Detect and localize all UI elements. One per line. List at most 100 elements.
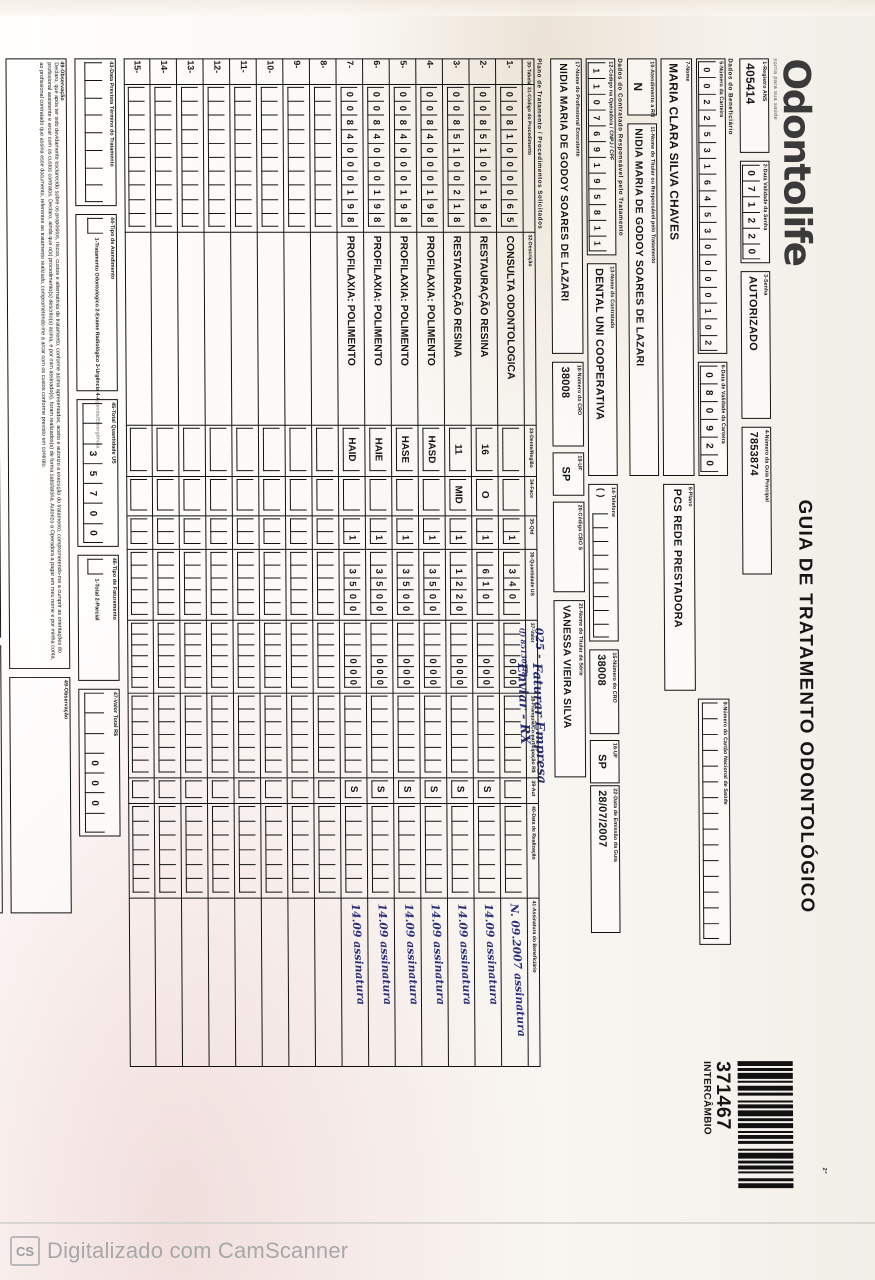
- comb-cell: [701, 718, 718, 735]
- comb-cell: [260, 86, 278, 101]
- comb-cell: [261, 184, 279, 199]
- comb-cell: 0: [699, 238, 717, 255]
- comb-cell: 2: [449, 589, 467, 603]
- table-row-auth: [504, 780, 522, 799]
- comb-cell: [702, 828, 719, 845]
- comb-cell: 0: [340, 156, 358, 171]
- camscanner-watermark: CS Digitalizado com CamScanner: [10, 1236, 348, 1266]
- comb-cell: [702, 749, 719, 766]
- table-header-qtd: 35-Qtd: [525, 515, 538, 549]
- comb-cell: 8: [367, 212, 385, 227]
- comb-cell: [593, 623, 609, 638]
- comb-cell: HAIE: [369, 427, 387, 472]
- comb-cell: [157, 622, 175, 634]
- comb-cell: [397, 695, 415, 709]
- table-row-code-comb: [313, 86, 332, 227]
- comb-cell: [84, 79, 103, 98]
- comb-cell: [154, 170, 172, 185]
- comb-cell: [316, 531, 334, 544]
- comb-cell: [318, 805, 336, 821]
- comb-cell: [208, 184, 225, 199]
- comb-cell: [314, 100, 331, 115]
- comb-cell: 4: [698, 189, 717, 207]
- table-row-face: [422, 478, 440, 511]
- comb-cell: [263, 602, 281, 615]
- comb-cell: [504, 734, 521, 747]
- comb-cell: [369, 478, 387, 511]
- comb-cell: S: [451, 780, 469, 799]
- field-beneficiary-name: 7-Nome MARIA CLARA SILVA CHAVES: [660, 58, 695, 476]
- table-row-seq: 7-: [345, 60, 356, 69]
- comb-cell: [237, 564, 254, 578]
- comb-cell: [184, 602, 201, 615]
- comb-cell: HASD: [422, 427, 440, 472]
- comb-cell: [477, 695, 495, 709]
- comb-cell: 1: [394, 184, 412, 199]
- comb-cell: 6: [588, 125, 606, 142]
- comb-cell: [131, 644, 149, 656]
- comb-cell: [265, 820, 283, 835]
- comb-cell: [422, 478, 440, 511]
- comb-cell: 0: [699, 318, 718, 335]
- table-row-tooth: 11: [449, 427, 467, 472]
- table-row-qtyus: [316, 551, 334, 615]
- comb-cell: 0: [500, 170, 518, 185]
- comb-cell: [292, 863, 309, 879]
- table-row-desc: PROFILAXIA: POLIMENTO: [424, 235, 437, 366]
- table-cell: [257, 231, 286, 425]
- table-row-seq: 10-: [265, 60, 276, 74]
- forecast-date-label: 43-Data Prevista Término do Tratamento: [107, 61, 115, 167]
- comb-cell: 9: [367, 198, 385, 213]
- table-row-tooth: [502, 427, 520, 472]
- table-cell: [177, 231, 206, 425]
- comb-cell: [290, 564, 308, 578]
- comb-cell: [158, 780, 176, 799]
- comb-cell: [208, 212, 226, 227]
- table-row-exec-date: [451, 805, 469, 893]
- comb-cell: 0: [84, 772, 105, 793]
- comb-cell: 0: [367, 156, 385, 171]
- comb-cell: [154, 142, 172, 157]
- comb-cell: [265, 878, 283, 893]
- comb-cell: 6: [500, 198, 518, 213]
- table-row-franquia: [477, 695, 495, 773]
- comb-cell: [208, 170, 225, 185]
- table-row-auth: [158, 780, 176, 799]
- comb-cell: [592, 554, 609, 569]
- comb-cell: [184, 644, 202, 656]
- comb-cell: 0: [447, 156, 465, 171]
- table-header-sign: 41-Assinatura do Beneficiário: [527, 897, 541, 1067]
- comb-cell: [185, 759, 202, 773]
- comb-cell: [702, 860, 719, 876]
- cbo-label: 20-Código CBO S: [576, 504, 583, 551]
- responsible-value: NIDIA MARIA DE GODOY SOARES DE LAZARI: [632, 128, 646, 367]
- comb-cell: [234, 100, 252, 115]
- comb-cell: 0: [397, 655, 415, 667]
- table-row-desc: PROFILAXIA: POLIMENTO: [397, 235, 411, 366]
- table-row-franquia: [397, 695, 415, 773]
- table-row-face: [316, 478, 334, 511]
- table-row-qtd: [316, 518, 334, 544]
- comb-cell: [156, 427, 174, 472]
- comb-cell: [477, 734, 495, 747]
- table-row-tooth: HASE: [395, 427, 413, 472]
- comb-cell: [183, 531, 201, 544]
- comb-cell: 1: [343, 531, 361, 544]
- prof-uf-value: SP: [559, 466, 572, 482]
- comb-cell: [261, 212, 279, 227]
- table-section-title: Plano de Tratamento / Procedimentos Soli…: [535, 58, 544, 230]
- brand-logo-text: Odontolife: [774, 58, 820, 266]
- comb-cell: 0: [344, 666, 361, 677]
- comb-cell: [159, 849, 176, 864]
- comb-cell: [154, 114, 172, 129]
- comb-cell: [344, 708, 362, 722]
- comb-cell: [478, 863, 496, 879]
- comb-cell: [154, 184, 172, 199]
- comb-cell: [317, 734, 335, 747]
- comb-cell: HASE: [395, 427, 413, 472]
